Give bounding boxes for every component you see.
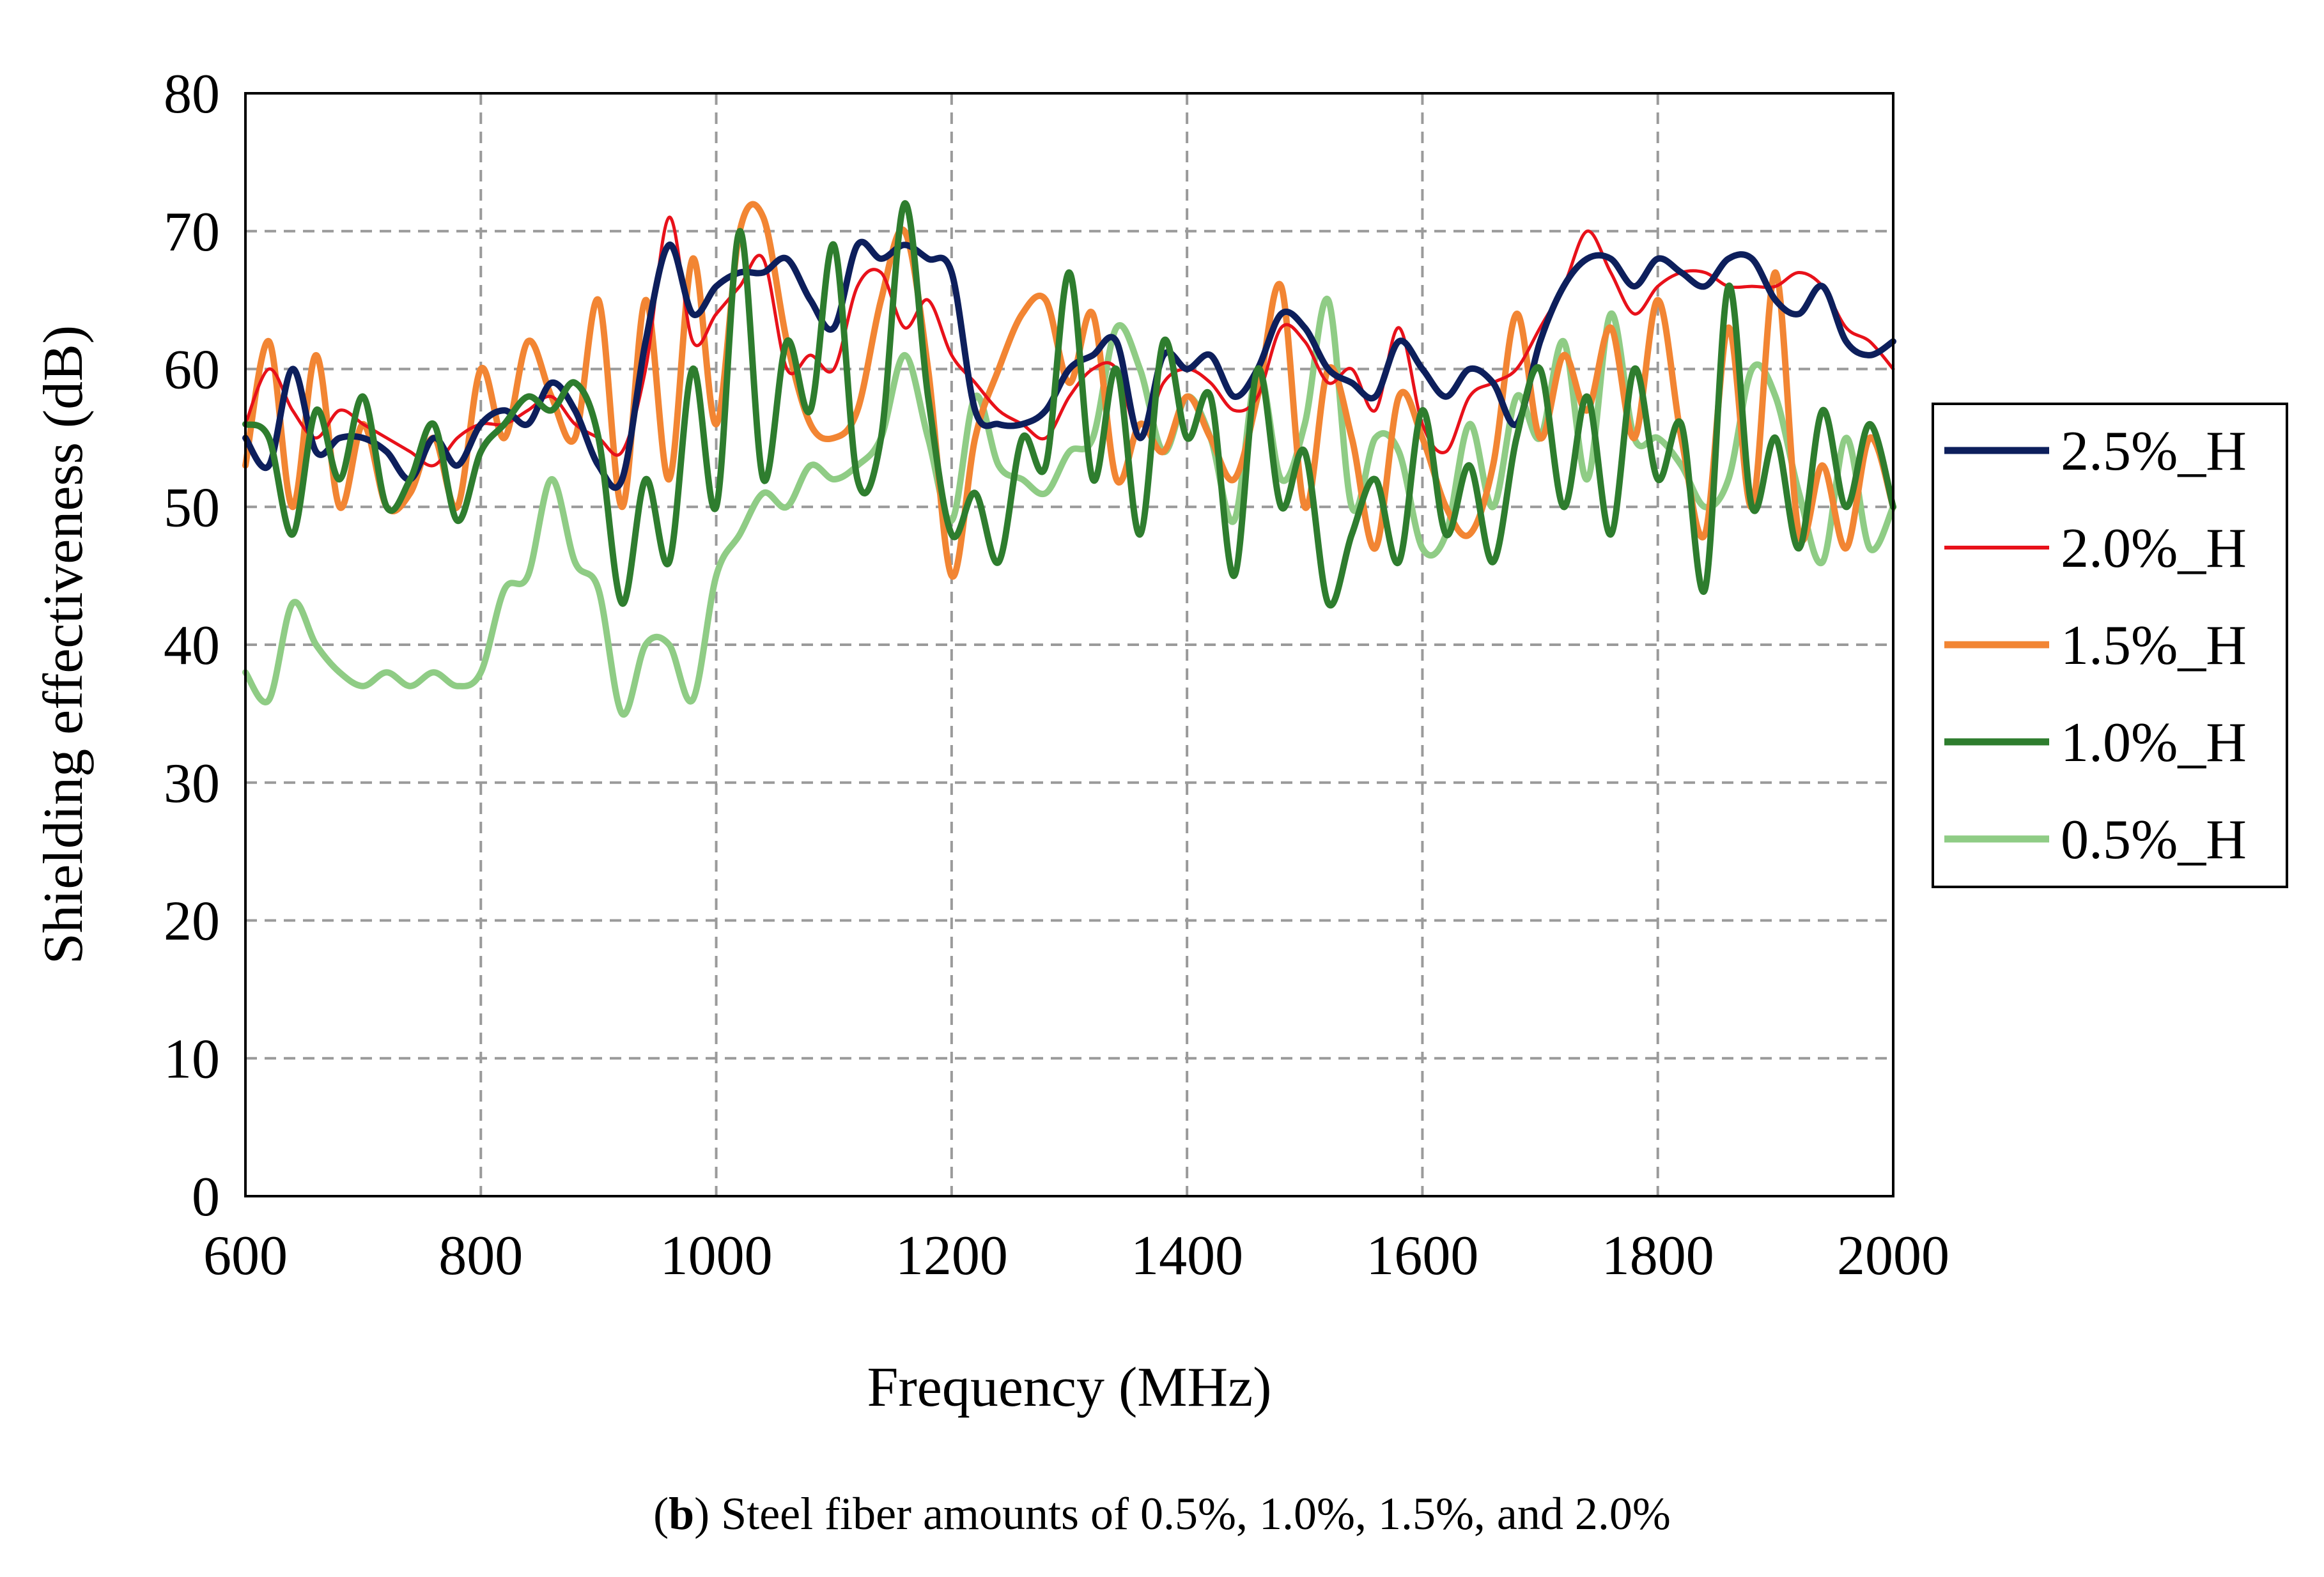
- y-axis-title: Shielding effectiveness (dB): [33, 325, 95, 964]
- y-tick-label: 80: [164, 63, 220, 125]
- y-tick-label: 30: [164, 753, 220, 815]
- legend-label: 2.0%_H: [2061, 518, 2247, 580]
- series-line: [242, 295, 1896, 718]
- legend-label: 1.0%_H: [2061, 712, 2247, 774]
- caption-text: ) Steel fiber amounts of 0.5%, 1.0%, 1.5…: [694, 1488, 1671, 1539]
- x-tick-label: 1600: [1366, 1225, 1478, 1287]
- figure-caption: (b) Steel fiber amounts of 0.5%, 1.0%, 1…: [0, 1488, 2324, 1541]
- caption-panel-letter: b: [669, 1488, 695, 1539]
- series-line: [242, 238, 1896, 491]
- y-tick-label: 0: [192, 1166, 220, 1228]
- legend-label: 0.5%_H: [2061, 809, 2247, 871]
- y-tick-label: 40: [164, 615, 220, 677]
- x-tick-label: 800: [438, 1225, 523, 1287]
- x-tick-label: 1000: [660, 1225, 773, 1287]
- caption-open: (: [653, 1488, 669, 1539]
- grid-lines: [245, 93, 1893, 1196]
- x-tick-label: 2000: [1837, 1225, 1949, 1287]
- series-line: [242, 201, 1896, 580]
- legend: 2.5%_H 2.0%_H 1.5%_H 1.0%_H 0.5%_H: [1932, 403, 2288, 888]
- series-line: [242, 200, 1896, 609]
- x-tick-label: 1800: [1602, 1225, 1714, 1287]
- y-tick-label: 70: [164, 201, 220, 263]
- y-tick-label: 20: [164, 891, 220, 953]
- y-tick-label: 60: [164, 339, 220, 401]
- x-tick-label: 1400: [1131, 1225, 1243, 1287]
- x-axis-ticks: 600 800 1000 1200 1400 1600 1800 2000: [203, 1225, 1949, 1287]
- y-axis-ticks: 0 10 20 30 40 50 60 70 80: [164, 63, 220, 1228]
- x-tick-label: 600: [203, 1225, 288, 1287]
- x-axis-title: Frequency (MHz): [867, 1357, 1272, 1419]
- series-layer: [242, 200, 1896, 718]
- y-tick-label: 50: [164, 477, 220, 539]
- legend-label: 1.5%_H: [2061, 615, 2247, 677]
- legend-label: 2.5%_H: [2061, 420, 2247, 482]
- x-tick-label: 1200: [895, 1225, 1008, 1287]
- plot-frame: [244, 92, 1894, 1197]
- y-tick-label: 10: [164, 1028, 220, 1090]
